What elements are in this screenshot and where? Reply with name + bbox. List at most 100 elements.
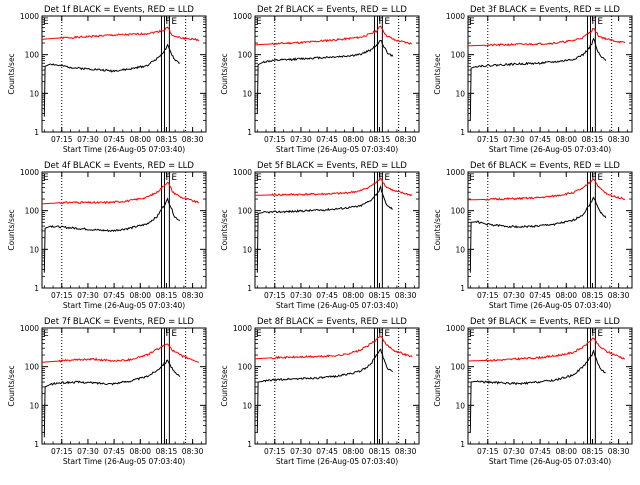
x-tick-label: 08:00: [555, 447, 577, 456]
chart-title: Det 4f BLACK = Events, RED = LLD: [44, 161, 194, 171]
y-tick-label: 1: [34, 284, 39, 293]
x-tick-label: 07:15: [264, 447, 286, 456]
y-tick-label: 1000: [446, 324, 465, 333]
x-tick-label: 07:30: [77, 291, 99, 300]
y-axis-label: Counts/sec: [7, 365, 16, 406]
y-tick-label: 1000: [20, 324, 39, 333]
x-tick-label: 07:30: [503, 447, 525, 456]
chart-panel: Det 4f BLACK = Events, RED = LLD 1 10 100 10…: [7, 161, 207, 310]
y-tick-label: 100: [238, 51, 253, 60]
f-marker-label: F: [166, 173, 171, 183]
x-tick-label: 07:45: [103, 447, 125, 456]
x-tick-label: 08:00: [555, 291, 577, 300]
e-marker-label: E: [256, 17, 262, 27]
x-axis-label: Start Time (26-Aug-05 07:03:40): [489, 457, 611, 466]
x-tick-label: 08:15: [369, 291, 391, 300]
plot-frame: [467, 327, 633, 445]
y-tick-label: 1000: [446, 12, 465, 21]
f-marker-label: F: [166, 17, 171, 27]
chart-panel: Det 6f BLACK = Events, RED = LLD 1 10 100 10…: [433, 161, 633, 310]
y-tick-label: 1: [34, 440, 39, 449]
chart-title: Det 8f BLACK = Events, RED = LLD: [257, 317, 407, 327]
y-axis-label: Counts/sec: [220, 53, 229, 94]
x-tick-label: 08:30: [182, 135, 204, 144]
x-tick-label: 08:15: [582, 447, 604, 456]
x-axis-label: Start Time (26-Aug-05 07:03:40): [489, 145, 611, 154]
x-tick-label: 07:30: [290, 135, 312, 144]
chart-title: Det 3f BLACK = Events, RED = LLD: [470, 5, 620, 15]
x-tick-label: 07:15: [51, 291, 73, 300]
x-tick-label: 07:45: [529, 291, 551, 300]
y-tick-label: 1000: [446, 168, 465, 177]
x-tick-label: 08:15: [156, 447, 178, 456]
x-tick-label: 08:30: [182, 447, 204, 456]
e-marker-label: E: [597, 173, 603, 183]
x-tick-label: 07:30: [77, 447, 99, 456]
plot-frame: [41, 327, 207, 445]
x-tick-label: 07:15: [477, 291, 499, 300]
lld-series-line: [41, 343, 200, 363]
e-marker-label: E: [384, 329, 390, 339]
lld-series-line: [255, 177, 413, 197]
e-marker-label: E: [43, 173, 49, 183]
x-tick-label: 07:30: [290, 447, 312, 456]
x-tick-label: 07:15: [51, 135, 73, 144]
x-tick-label: 07:45: [529, 447, 551, 456]
f-marker-label: F: [166, 329, 171, 339]
x-tick-label: 07:45: [316, 135, 338, 144]
y-tick-label: 100: [25, 363, 40, 372]
chart-panel: Det 2f BLACK = Events, RED = LLD 1 10 100 10…: [220, 5, 420, 154]
e-marker-label: E: [597, 17, 603, 27]
y-tick-label: 10: [242, 245, 252, 254]
y-tick-label: 100: [25, 51, 40, 60]
x-tick-label: 08:15: [156, 135, 178, 144]
y-tick-label: 10: [242, 401, 252, 410]
y-tick-label: 1000: [233, 324, 252, 333]
chart-title: Det 6f BLACK = Events, RED = LLD: [470, 161, 620, 171]
f-marker-label: F: [592, 329, 597, 339]
plot-frame: [254, 15, 420, 133]
x-axis-label: Start Time (26-Aug-05 07:03:40): [489, 301, 611, 310]
f-marker-label: F: [592, 173, 597, 183]
chart-panel: Det 1f BLACK = Events, RED = LLD 1 10 100 10…: [7, 5, 207, 154]
x-tick-label: 07:15: [264, 291, 286, 300]
y-tick-label: 1000: [20, 168, 39, 177]
chart-panel: Det 9f BLACK = Events, RED = LLD 1 10 100 10…: [433, 317, 633, 466]
plot-frame: [41, 171, 207, 289]
chart-panel: Det 3f BLACK = Events, RED = LLD 1 10 100 10…: [433, 5, 633, 154]
e-marker-label: E: [469, 329, 475, 339]
x-tick-label: 07:30: [290, 291, 312, 300]
e-marker-label: E: [256, 173, 262, 183]
y-tick-label: 10: [455, 401, 465, 410]
x-tick-label: 08:30: [608, 135, 630, 144]
y-tick-label: 10: [455, 245, 465, 254]
events-series-line: [43, 197, 181, 273]
x-tick-label: 08:30: [608, 291, 630, 300]
lld-series-line: [467, 28, 626, 47]
y-tick-label: 10: [455, 89, 465, 98]
x-tick-label: 07:45: [103, 291, 125, 300]
plot-frame: [467, 171, 633, 289]
plot-frame: [467, 15, 633, 133]
e-marker-label: E: [256, 329, 262, 339]
y-tick-label: 1: [460, 128, 465, 137]
y-tick-label: 1000: [20, 12, 39, 21]
y-axis-label: Counts/sec: [7, 209, 16, 250]
x-axis-label: Start Time (26-Aug-05 07:03:40): [63, 457, 185, 466]
e-marker-label: E: [469, 17, 475, 27]
plot-frame: [254, 327, 420, 445]
x-tick-label: 07:30: [503, 135, 525, 144]
e-marker-label: E: [43, 329, 49, 339]
y-axis-label: Counts/sec: [220, 365, 229, 406]
y-axis-label: Counts/sec: [433, 365, 442, 406]
events-series-line: [469, 196, 607, 273]
events-series-line: [256, 348, 394, 433]
events-series-line: [43, 359, 181, 438]
x-tick-label: 07:30: [77, 135, 99, 144]
x-tick-label: 07:15: [264, 135, 286, 144]
lld-series-line: [468, 337, 626, 362]
lld-series-line: [41, 181, 200, 205]
e-marker-label: E: [171, 173, 177, 183]
